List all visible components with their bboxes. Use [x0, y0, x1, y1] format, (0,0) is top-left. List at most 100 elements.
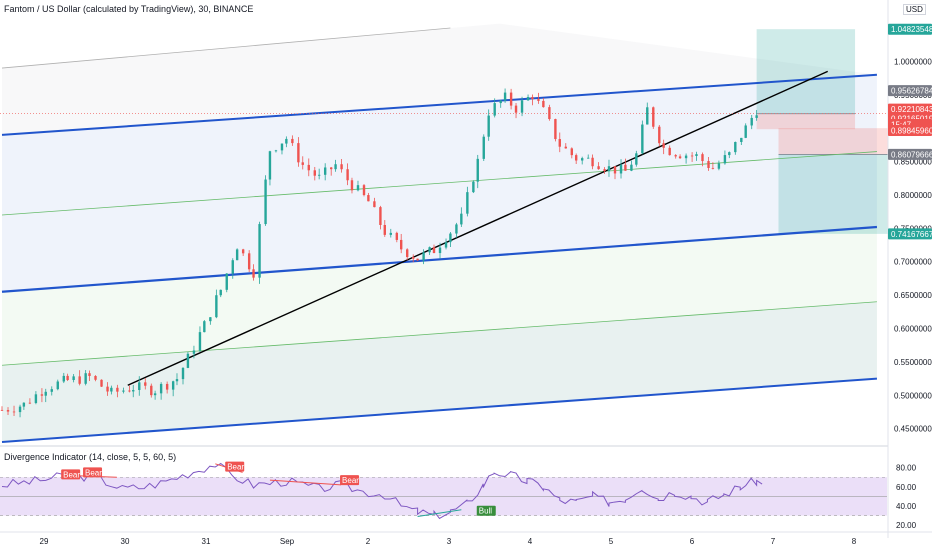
price-tag-bg	[888, 148, 932, 160]
candle-body	[165, 383, 169, 390]
price-tag-bg	[888, 228, 932, 240]
candle-body	[723, 155, 727, 164]
channel-fill-lower	[2, 301, 877, 442]
candle-body	[580, 158, 584, 161]
time-tick-label: Sep	[280, 537, 295, 546]
long-position-stop-zone[interactable]	[756, 113, 856, 130]
channel-outer-top[interactable]	[1, 27, 451, 69]
bull-divergence-line	[417, 509, 462, 518]
regression-channel-middle[interactable]	[1, 225, 878, 293]
regression-channel-upper[interactable]	[1, 73, 878, 136]
time-tick-label: 8	[852, 537, 857, 546]
candle-body	[225, 273, 228, 290]
price-tag-text: 1.04823548	[891, 25, 932, 34]
price-tag-text: 15:47	[891, 121, 912, 130]
time-tick-label: 5	[609, 537, 614, 546]
time-tick-label: 6	[690, 537, 695, 546]
candle-body	[499, 100, 502, 104]
bear-label[interactable]: Bear	[225, 461, 245, 472]
candle-body	[350, 180, 354, 191]
bear-label[interactable]: Bear	[61, 469, 80, 480]
short-position-stop-zone[interactable]	[778, 128, 888, 155]
bull-label[interactable]: Bull	[476, 505, 496, 516]
candle-body	[412, 257, 415, 259]
short-position-target-zone[interactable]	[778, 154, 888, 234]
candle-body	[291, 138, 294, 144]
candle-body	[0, 409, 4, 411]
time-axis[interactable]: 29 30 31 Sep 2 3 4 5 6 7 8	[0, 531, 932, 546]
candle-body	[56, 381, 59, 390]
candle-body	[487, 115, 490, 137]
candle-body	[607, 166, 611, 172]
candle-body	[695, 154, 698, 156]
candle-body	[192, 350, 196, 354]
label-text: Bull	[479, 507, 493, 516]
candle-body	[66, 375, 69, 381]
label-bg	[476, 505, 496, 516]
candle-body	[707, 161, 710, 168]
candle-body	[356, 185, 360, 191]
bear-label[interactable]: Bear	[340, 475, 359, 486]
candle-body	[432, 247, 436, 254]
candle-body	[34, 394, 38, 404]
candle-body	[215, 295, 218, 318]
price-tag-price[interactable]: 0.89845960	[888, 125, 932, 137]
candle-body	[444, 242, 448, 248]
price-pane[interactable]	[0, 23, 932, 447]
price-tag-price[interactable]: 0.92210843	[888, 103, 932, 115]
price-tag-level[interactable]: 0.86079666	[888, 148, 932, 160]
price-axis[interactable]: 1.000000000.950000000.900000000.85000000…	[887, 0, 932, 550]
candle-body	[548, 107, 551, 120]
bear-label[interactable]: Bear	[83, 467, 102, 478]
candle-body	[406, 249, 409, 258]
candle-body	[144, 382, 147, 386]
candle-body	[422, 252, 425, 261]
candle-body	[175, 379, 179, 382]
price-tag-target-up[interactable]: 1.04823548	[888, 23, 932, 35]
currency-badge[interactable]: USD	[903, 4, 926, 15]
label-bg	[225, 461, 245, 472]
candle-body	[84, 373, 87, 384]
channel-inner-green-upper[interactable]	[1, 151, 877, 216]
candle-body	[558, 139, 561, 147]
candle-body	[668, 147, 671, 156]
indicator-tick-label: 20.00	[896, 521, 917, 530]
label-text: Bear	[63, 470, 80, 479]
label-text: Bear	[227, 463, 244, 472]
candle-body	[635, 153, 638, 165]
candle-body	[755, 115, 758, 118]
candle-body	[564, 146, 567, 149]
candle-body	[110, 387, 113, 392]
candle-body	[503, 92, 507, 101]
rsi-line[interactable]	[1, 462, 763, 520]
channel-inner-green-lower[interactable]	[1, 301, 877, 366]
candle-body	[587, 157, 590, 159]
candle-body	[334, 164, 337, 170]
candle-body	[22, 402, 26, 407]
price-tag-level[interactable]: 0.95626784	[888, 85, 932, 97]
indicator-pane[interactable]: Bear Bear Bear Bear Bull	[0, 461, 887, 520]
candle-body	[44, 391, 47, 396]
candle-body	[514, 105, 518, 113]
candle-body	[138, 382, 141, 391]
candle-body	[472, 181, 475, 193]
price-tag-target-down[interactable]: 0.74167667	[888, 228, 932, 240]
price-tag-text: 0.74167667	[891, 230, 932, 239]
candle-body	[537, 99, 540, 101]
candle-body	[264, 179, 267, 225]
candle-body	[466, 192, 469, 214]
candle-body	[50, 389, 53, 392]
regression-channel-lower[interactable]	[1, 377, 878, 443]
candle-body	[346, 169, 349, 181]
trendline[interactable]	[127, 70, 829, 386]
long-position-target-zone[interactable]	[756, 29, 856, 114]
bear-divergence-line	[269, 479, 342, 486]
price-tag-bg	[888, 125, 932, 137]
candle-body	[132, 390, 135, 392]
candle-body	[750, 117, 753, 126]
